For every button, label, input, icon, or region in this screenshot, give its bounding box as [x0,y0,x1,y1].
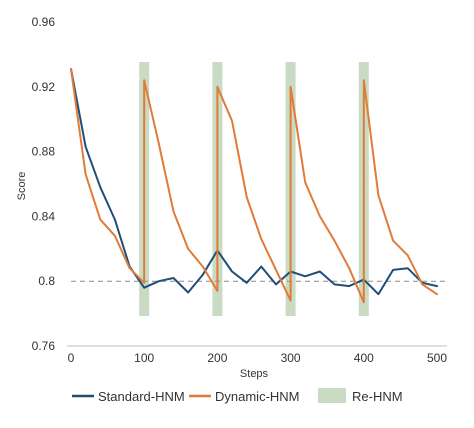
x-tick-label: 400 [354,351,374,365]
y-tick-label: 0.92 [32,80,56,94]
y-axis-title: Score [16,172,28,201]
x-tick-label: 100 [134,351,154,365]
series-line-dynamic-hnm [70,68,438,304]
x-tick-label: 300 [281,351,301,365]
legend-swatch [318,388,346,403]
x-tick-label: 0 [68,351,75,365]
legend-item-dynamic-hnm: Dynamic-HNM [189,389,300,404]
y-tick-label: 0.8 [38,274,55,288]
y-tick-label: 0.88 [32,145,56,159]
legend-item-re-hnm: Re-HNM [318,388,403,404]
series-lines [70,68,438,304]
legend-label: Dynamic-HNM [215,389,300,404]
legend-label: Standard-HNM [98,389,185,404]
axes: 0.76 0.8 0.84 0.88 0.92 0.96 0 100 200 300 400 500 [32,15,448,365]
y-tick-label: 0.84 [32,209,56,223]
legend-item-standard-hnm: Standard-HNM [72,389,185,404]
x-tick-label: 200 [207,351,227,365]
x-tick-label: 500 [427,351,447,365]
legend-label: Re-HNM [352,389,403,404]
y-tick-label: 0.76 [32,339,56,353]
y-tick-label: 0.96 [32,15,56,29]
x-axis-title: Steps [240,368,269,380]
legend: Standard-HNM Dynamic-HNM Re-HNM [72,388,403,404]
